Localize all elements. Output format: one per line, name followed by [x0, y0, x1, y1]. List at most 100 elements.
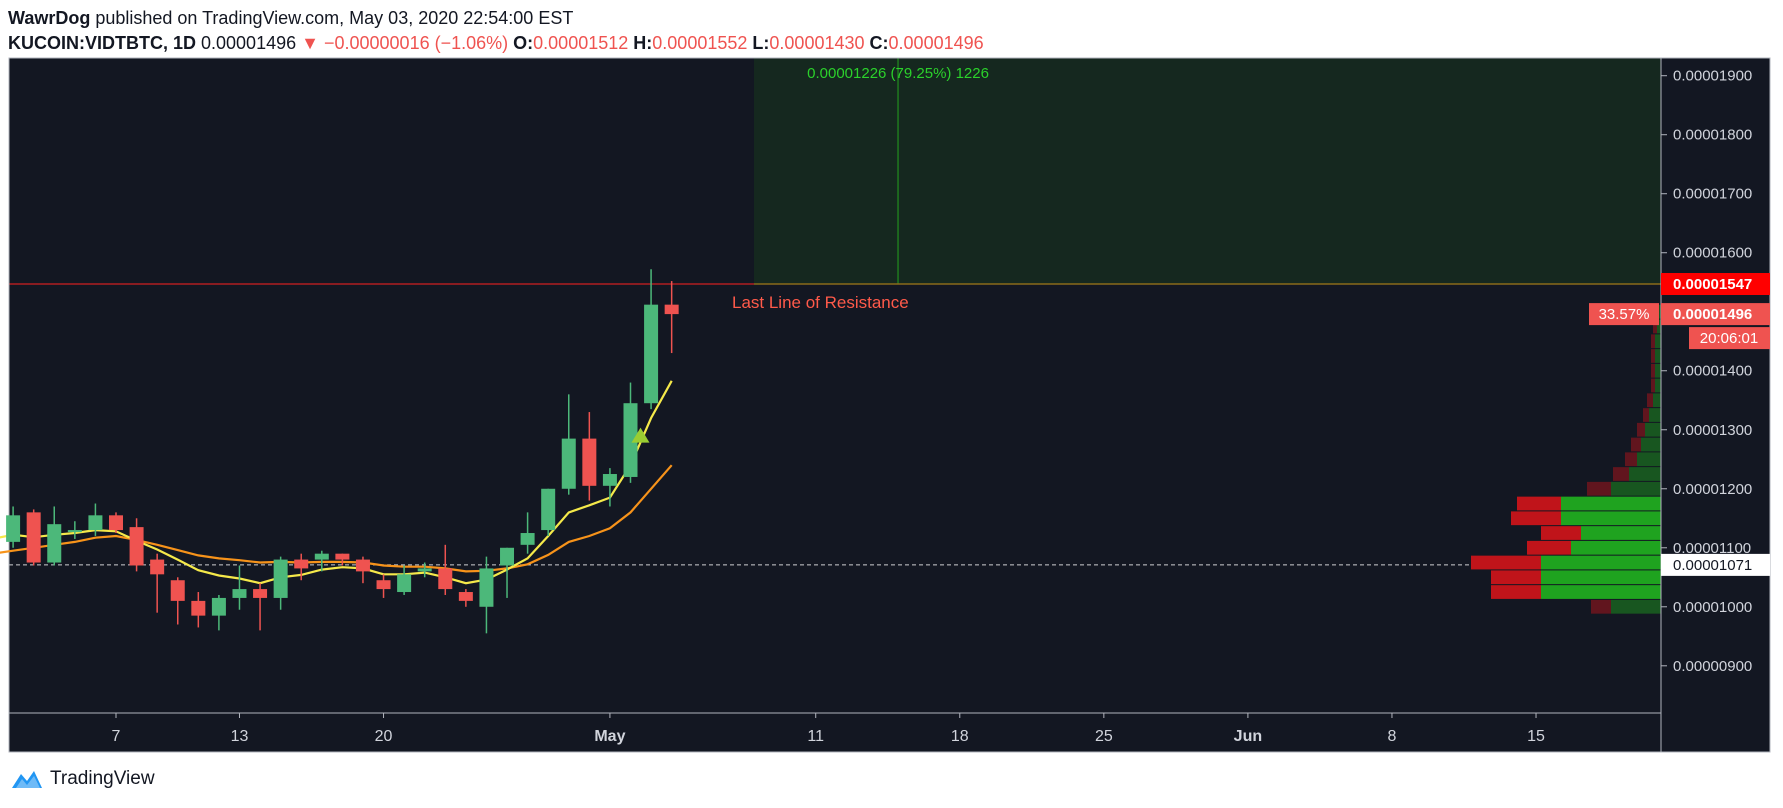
close-label: C:	[869, 33, 889, 53]
price-tick-label: 0.00001700	[1673, 186, 1752, 203]
volume-profile-buy	[1655, 378, 1661, 393]
high-value: 0.00001552	[652, 33, 748, 53]
candle-up	[232, 565, 247, 610]
candle-body	[273, 559, 288, 598]
candle-up	[397, 565, 412, 595]
volume-profile-buy	[1655, 349, 1661, 363]
candle-up	[500, 547, 515, 598]
current-price-pct: 33.57%	[1599, 306, 1650, 323]
candle-up	[417, 562, 432, 578]
volume-profile-buy	[1571, 540, 1661, 555]
chart-frame	[8, 57, 1771, 753]
candle-up	[561, 394, 576, 495]
open-value: 0.00001512	[533, 33, 629, 53]
down-arrow-icon: ▼	[301, 33, 319, 53]
candle-body	[47, 524, 62, 563]
tradingview-logo-icon	[12, 771, 42, 788]
volume-profile-sell	[1651, 334, 1655, 349]
target-zone	[753, 58, 1661, 285]
time-tick-label: 13	[231, 728, 249, 745]
candle-body	[314, 553, 329, 560]
candle-body	[129, 527, 144, 566]
target-label: 0.00001226 (79.25%) 1226	[807, 65, 989, 82]
volume-profile-sell	[1643, 408, 1649, 422]
candle-body	[109, 515, 123, 531]
author-name[interactable]: WawrDog	[8, 8, 91, 28]
volume-profile-sell	[1651, 378, 1655, 393]
volume-profile-buy	[1637, 452, 1661, 467]
low-label: L:	[752, 33, 770, 53]
volume-profile-sell	[1637, 422, 1645, 437]
volume-profile-sell	[1541, 526, 1581, 540]
candle-body	[294, 559, 309, 569]
candle-up	[88, 503, 103, 536]
volume-profile-buy	[1655, 334, 1661, 349]
candle-body	[26, 512, 41, 563]
volume-profile-sell	[1651, 363, 1655, 378]
candle-body	[335, 553, 350, 560]
candle-up	[520, 512, 535, 554]
candle-body	[458, 592, 473, 601]
candle-down	[129, 518, 144, 572]
price-tick-label: 0.00001800	[1673, 127, 1752, 144]
current-price-label-bg	[1661, 303, 1770, 326]
current-price-label: 0.00001496	[1673, 306, 1752, 323]
candle-body	[664, 304, 679, 315]
resistance-price-label-bg	[1661, 273, 1770, 296]
candle-down	[170, 577, 185, 625]
volume-profile-sell	[1527, 540, 1571, 555]
candle-body	[191, 600, 206, 616]
candle-down	[438, 544, 453, 595]
volume-profile-sell	[1491, 570, 1541, 585]
high-label: H:	[633, 33, 653, 53]
price-tick-label: 0.00001000	[1673, 599, 1752, 616]
volume-profile-buy	[1629, 467, 1661, 481]
resistance-price-label: 0.00001547	[1673, 276, 1752, 293]
candle-down	[582, 412, 597, 501]
candle-body	[397, 574, 412, 593]
candle-body	[6, 515, 21, 542]
candle-down	[335, 553, 350, 566]
candle-up	[6, 506, 21, 548]
reference-price-label-bg	[1661, 553, 1770, 576]
signal-triangle-icon	[631, 427, 650, 443]
tradingview-brand[interactable]: TradingView	[50, 768, 155, 789]
candle-up	[602, 468, 617, 507]
candle-up	[67, 521, 82, 539]
volume-profile-buy	[1645, 422, 1661, 437]
time-tick-label: Jun	[1234, 728, 1262, 745]
price-tick-label: 0.00000900	[1673, 658, 1752, 675]
candle-down	[664, 281, 679, 354]
candle-body	[232, 589, 247, 598]
volume-profile-sell	[1511, 511, 1561, 526]
volume-profile-sell	[1625, 452, 1637, 467]
time-tick-label: 20	[375, 728, 393, 745]
volume-profile-sell	[1591, 599, 1611, 614]
candle-up	[479, 556, 494, 634]
candle-down	[355, 556, 370, 584]
candle-body	[500, 547, 515, 566]
volume-profile-buy	[1653, 393, 1661, 408]
price-tick-label: 0.00001200	[1673, 481, 1752, 498]
candle-down	[294, 553, 309, 581]
time-tick-label: 11	[807, 728, 824, 745]
candle-body	[150, 559, 165, 575]
symbol-legend: KUCOIN:VIDTBTC, 1D 0.00001496 ▼ −0.00000…	[8, 33, 984, 54]
ema-fast-line	[0, 380, 673, 585]
reference-price-label: 0.00001071	[1673, 557, 1752, 574]
candle-up	[273, 556, 288, 610]
candle-body	[355, 559, 370, 572]
candle-body	[417, 568, 432, 572]
volume-profile-buy	[1561, 511, 1661, 526]
candle-up	[644, 269, 659, 410]
candle-up	[623, 382, 638, 483]
candle-up	[47, 506, 62, 566]
candle-down	[191, 592, 206, 628]
volume-profile-buy	[1611, 599, 1661, 614]
candle-body	[67, 530, 82, 533]
candle-body	[623, 403, 638, 477]
candle-up	[541, 488, 556, 536]
candle-down	[150, 553, 165, 613]
volume-profile-sell	[1647, 393, 1653, 408]
